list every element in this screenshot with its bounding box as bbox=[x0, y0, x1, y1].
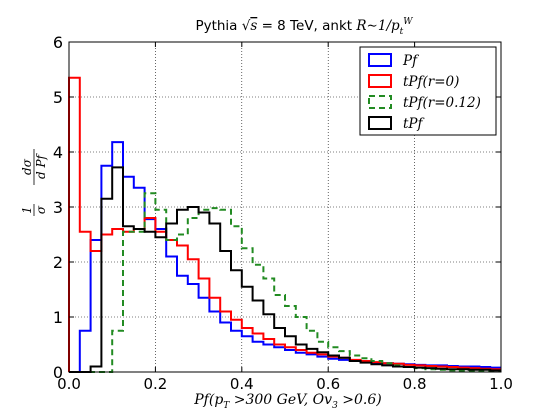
plot-frame bbox=[68, 41, 502, 373]
ylabel-one: 1 bbox=[20, 206, 34, 214]
legend: Pf tPf(r=0) tPf(r=0.12) tPf bbox=[359, 46, 497, 136]
legend-swatch bbox=[368, 74, 392, 88]
y-tick-label: 6 bbox=[53, 33, 63, 52]
y-tick-label: 3 bbox=[53, 198, 63, 217]
axis-ticks: 0.0 0.2 0.4 0.6 0.8 1.0 0 1 2 3 4 5 6 bbox=[53, 33, 513, 393]
legend-swatch bbox=[368, 116, 392, 130]
y-tick-label: 0 bbox=[53, 363, 63, 382]
series-1-line bbox=[69, 141, 501, 373]
x-tick-label: 0.0 bbox=[57, 375, 81, 393]
x-axis-label: Pf(pT >300 GeV, Ov3 >0.6) bbox=[193, 392, 381, 411]
legend-swatch bbox=[368, 95, 392, 109]
legend-label: tPf bbox=[403, 116, 425, 132]
chart-title: Pythia √s = 8 TeV, ankt R∼1/ptW bbox=[195, 17, 413, 37]
x-tick-label: 0.4 bbox=[230, 375, 254, 393]
x-tick-label: 0.6 bbox=[316, 375, 340, 393]
legend-label: tPf(r=0) bbox=[403, 74, 459, 90]
y-tick-label: 2 bbox=[53, 253, 63, 272]
x-tick-label: 0.2 bbox=[143, 375, 167, 393]
legend-swatch bbox=[368, 53, 392, 67]
x-tick-label: 0.8 bbox=[403, 375, 427, 393]
x-tick-label: 1.0 bbox=[489, 375, 513, 393]
y-tick-label: 4 bbox=[53, 143, 63, 162]
series-4-line bbox=[69, 166, 501, 373]
ylabel-dpf: d Pf bbox=[34, 152, 48, 179]
legend-label: tPf(r=0.12) bbox=[403, 95, 481, 111]
ylabel-sigma: σ bbox=[34, 205, 48, 214]
y-tick-label: 5 bbox=[53, 88, 63, 107]
legend-box bbox=[359, 46, 497, 136]
series-layer bbox=[68, 76, 501, 373]
legend-label: Pf bbox=[402, 53, 419, 69]
y-axis-label: 1 σ dσ d Pf bbox=[20, 149, 48, 216]
ylabel-dsigma: dσ bbox=[20, 158, 34, 175]
y-tick-label: 1 bbox=[53, 308, 63, 327]
